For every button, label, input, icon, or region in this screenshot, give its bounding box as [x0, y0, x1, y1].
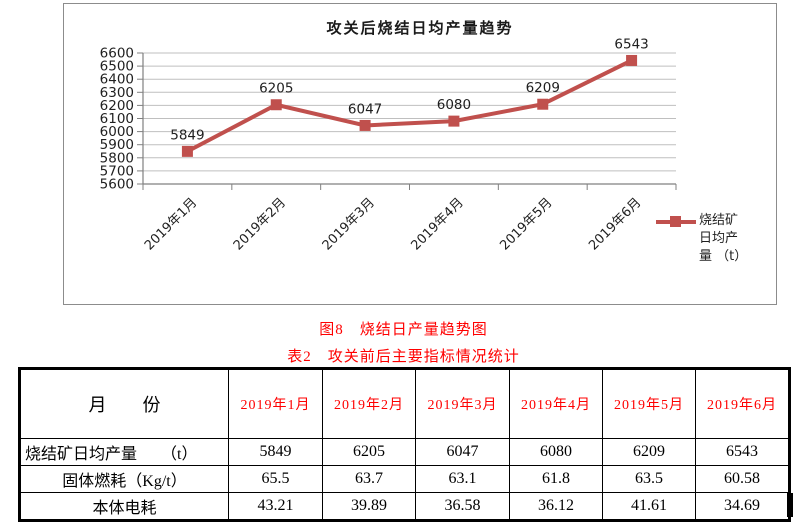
- table-cell: 43.21: [228, 492, 323, 521]
- svg-text:6200: 6200: [100, 98, 134, 114]
- data-point-marker: [626, 54, 638, 66]
- svg-text:5600: 5600: [100, 177, 134, 193]
- table-cell: 63.5: [602, 465, 696, 493]
- svg-text:2019年6月: 2019年6月: [586, 195, 644, 253]
- svg-text:5849: 5849: [170, 127, 204, 143]
- chart-figure: 5600 5700 5800 5900 6000 6100 6200 6300 6400 6500…: [63, 3, 777, 305]
- svg-text:2019年4月: 2019年4月: [409, 195, 467, 253]
- svg-text:6500: 6500: [100, 59, 134, 75]
- legend-line-marker-swatch: [656, 216, 696, 227]
- header-cell-apr: 2019年4月: [509, 368, 603, 439]
- header-cell-jun: 2019年6月: [695, 368, 790, 439]
- table-cell: 60.58: [695, 465, 790, 493]
- chart-title: 攻关后烧结日均产量趋势: [326, 19, 514, 37]
- table-cell: 63.1: [415, 465, 510, 493]
- svg-text:2019年2月: 2019年2月: [231, 195, 289, 253]
- gridlines: [143, 52, 676, 172]
- table-row-power-consumption: 本体电耗 43.21 39.89 36.58 36.12 41.61 34.69: [19, 492, 790, 521]
- svg-text:6100: 6100: [100, 111, 134, 127]
- table-cell: 65.5: [228, 465, 323, 493]
- header-cell-jan: 2019年1月: [228, 368, 323, 439]
- table-cell: 61.8: [509, 465, 603, 493]
- svg-text:6209: 6209: [526, 80, 560, 96]
- table-cell: 34.69: [695, 492, 790, 521]
- y-axis-ticks: [137, 52, 143, 185]
- table-cell: 6080: [509, 438, 603, 466]
- row-label: 本体电耗: [19, 492, 229, 521]
- header-cell-mar: 2019年3月: [415, 368, 510, 439]
- table-cell: 5849: [228, 438, 323, 466]
- table-cell: 63.7: [322, 465, 416, 493]
- data-point-marker: [181, 145, 193, 157]
- table-cell: 6209: [602, 438, 696, 466]
- svg-text:2019年3月: 2019年3月: [320, 195, 378, 253]
- table-cell: 36.58: [415, 492, 510, 521]
- table-cell: 6543: [695, 438, 790, 466]
- row-label: 固体燃耗（Kg/t）: [19, 465, 229, 493]
- data-point-marker: [537, 98, 549, 110]
- header-cell-feb: 2019年2月: [322, 368, 416, 439]
- x-axis-labels: 2019年1月 2019年2月 2019年3月 2019年4月 2019年5月 2019年…: [142, 195, 644, 253]
- svg-text:6400: 6400: [100, 72, 134, 88]
- header-cell-month: 月 份: [19, 368, 229, 439]
- series-line: [186, 58, 633, 154]
- svg-text:6047: 6047: [348, 101, 382, 117]
- figure-caption: 图8 烧结日产量趋势图: [319, 322, 488, 338]
- table-cell: 41.61: [602, 492, 696, 521]
- svg-text:6600: 6600: [100, 46, 134, 62]
- data-labels: 5849 6205 6047 6080 6209 6543: [170, 36, 649, 143]
- data-point-marker: [448, 115, 460, 127]
- line-chart-canvas: 5600570058005900600061006200630064006500…: [100, 36, 677, 253]
- table-cell: 39.89: [322, 492, 416, 521]
- svg-text:6300: 6300: [100, 85, 134, 101]
- table-caption: 表2 攻关前后主要指标情况统计: [287, 349, 520, 365]
- data-point-marker: [359, 119, 371, 131]
- table-header-row: 月 份 2019年1月 2019年2月 2019年3月 2019年4月 2019…: [19, 368, 790, 439]
- table-cell: 6205: [322, 438, 416, 466]
- svg-text:6205: 6205: [259, 81, 293, 97]
- svg-text:5800: 5800: [100, 150, 134, 166]
- svg-text:5900: 5900: [100, 137, 134, 153]
- svg-text:6000: 6000: [100, 124, 134, 140]
- svg-text:5700: 5700: [100, 163, 134, 179]
- y-axis-labels: 5600570058005900600061006200630064006500…: [100, 46, 134, 193]
- row-label: 烧结矿日均产量 （t）: [19, 438, 229, 466]
- table-row-daily-output: 烧结矿日均产量 （t） 5849 6205 6047 6080 6209 654…: [19, 438, 790, 466]
- svg-text:2019年1月: 2019年1月: [142, 195, 200, 253]
- data-point-marker: [270, 99, 282, 111]
- series-markers: [181, 54, 638, 157]
- header-cell-may: 2019年5月: [602, 368, 696, 439]
- svg-text:6080: 6080: [437, 97, 471, 113]
- metrics-table: 月 份 2019年1月 2019年2月 2019年3月 2019年4月 2019…: [18, 367, 791, 522]
- svg-text:2019年5月: 2019年5月: [497, 195, 555, 253]
- table-row-solid-fuel: 固体燃耗（Kg/t） 65.5 63.7 63.1 61.8 63.5 60.5…: [19, 465, 790, 493]
- cursor-artifact: [787, 493, 793, 517]
- x-axis-ticks: [142, 184, 677, 190]
- svg-text:6543: 6543: [614, 36, 648, 52]
- table-cell: 6047: [415, 438, 510, 466]
- legend-series-label: 烧结矿日均产量 （t）: [699, 213, 748, 264]
- table-cell: 36.12: [509, 492, 603, 521]
- chart-legend: 烧结矿日均产量 （t）: [656, 212, 748, 266]
